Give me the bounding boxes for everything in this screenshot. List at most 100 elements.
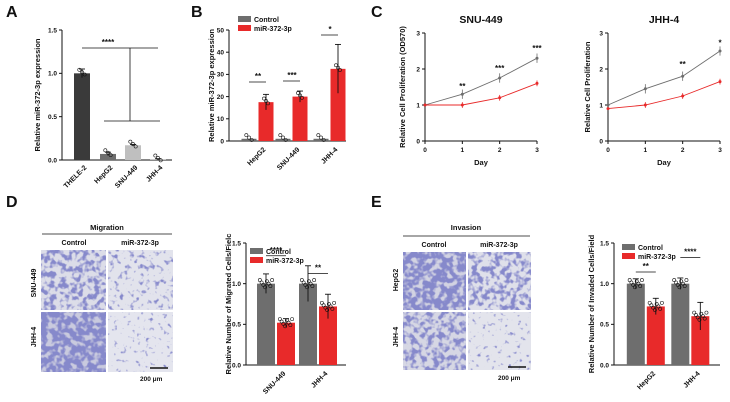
chart-c1-ytick-label: 2 [416,66,420,73]
scale-bar-invasion-label: 200 μm [498,375,521,382]
chart-e-data-point [654,302,659,306]
chart-b-bar-control [241,138,257,141]
chart-e-bar-control [671,283,690,365]
chart-d-legend-swatch-control [250,248,263,254]
chart-e-data-point [701,314,705,319]
chart-c2-ytick-label: 1 [599,102,603,109]
chart-d-data-point [281,322,286,326]
chart-b-ytick-label: 10 [217,116,225,123]
chart-d-data-point [279,319,284,324]
chart-e-sig-label: **** [684,247,697,256]
chart-b-data-point [321,138,326,142]
migration-row-snu449: SNU-449 [31,269,38,298]
chart-b-data-point [316,133,321,138]
chart-b-data-point [278,133,283,138]
chart-e-data-point [649,303,654,308]
chart-b-ytick-label: 50 [217,27,225,34]
chart-b-bar-mir [330,68,346,141]
chart-c1-xtick-label: 1 [461,147,465,154]
chart-e-data-point [681,281,685,286]
chart-e-legend-swatch-control [622,244,635,250]
chart-e-data-point [695,315,700,320]
chart-e-category-label: JHH-4 [682,370,701,389]
chart-e-data-point [629,280,634,285]
chart-c2-ytick-label: 0 [599,138,603,145]
chart-b-data-point [281,135,285,140]
chart-d-data-point [263,285,268,290]
chart-d-data-point [330,306,335,311]
chart-d-data-point [284,318,289,323]
chart-b-legend-swatch-control [238,16,251,22]
chart-a-data-point [158,158,163,163]
chart-b-data-point [244,133,249,138]
chart-b-data-point [319,135,323,140]
chart-e-data-point [699,311,704,316]
chart-d-data-point [319,300,324,305]
chart-d-bar-mir [277,322,295,365]
chart-d-data-point [306,279,311,284]
chart-b-data-point [262,96,266,101]
chart-d-data-point [257,278,262,282]
chart-e-bar-mir [646,306,665,365]
chart-b-sig-label: *** [287,71,297,80]
chart-d-data-point [312,278,317,282]
chart-e-data-point [677,285,682,290]
chart-a-data-point [128,139,133,144]
chart-e-sig-label: ** [643,262,650,271]
chart-c2-xlabel: Day [657,158,672,167]
chart-c1-sig-label: *** [495,64,505,73]
chart-c2-sig-label: ** [680,60,687,69]
chart-e-data-point [672,278,677,282]
chart-a-sig-label: **** [102,38,115,47]
chart-a-data-point [82,72,87,77]
chart-b-sig-label: * [328,25,332,34]
chart-c1-ytick-label: 0 [416,138,420,145]
chart-c2-ylabel: Relative Cell Proliferation [583,41,592,132]
chart-b-data-point [336,65,340,70]
chart-d-data-point [305,285,310,290]
chart-b-bar-control [313,138,329,141]
chart-e-data-point [638,284,643,288]
chart-c1-xtick-label: 2 [498,147,502,154]
chart-b-ytick-label: 30 [217,72,225,79]
chart-b-category-label: SNU-449 [276,146,301,171]
migration-micrographs: Migration Control miR-372-3p SNU-449 JHH… [31,223,173,383]
chart-d-data-point [264,279,269,284]
chart-c2-xtick-label: 1 [644,147,648,154]
chart-a-data-point [133,144,138,149]
invasion-col-control: Control [422,242,447,249]
chart-d-data-point [268,284,273,288]
chart-b-data-point [334,63,338,68]
chart-e-legend-mir: miR-372-3p [638,254,676,261]
chart-a-category-label: JHH-4 [145,164,164,183]
chart-e-data-point [682,284,687,288]
chart-a-category-label: THELE-2 [63,164,89,190]
chart-a-category-label: HepG2 [94,164,115,185]
chart-a-data-point [108,153,113,158]
chart-c1-ytick-label: 3 [416,30,420,37]
chart-e-data-point [702,316,707,321]
chart-b-legend-control: Control [254,17,279,24]
chart-a-ytick-label: 1.5 [48,27,57,34]
chart-d-category-label: JHH-4 [310,370,329,389]
invasion-micrographs: Invasion Control miR-372-3p HepG2 JHH-4 … [393,223,531,382]
chart-e-ytick-label: 0.5 [600,322,609,329]
chart-e-ylabel: Relative Number of Invaded Cells/Field [587,234,596,373]
chart-d-data-point [288,323,293,328]
chart-d-data-point [270,278,275,282]
panel-label-d: D [6,194,18,211]
chart-e-data-point [674,280,678,285]
chart-d-ytick-label: 0.0 [232,362,241,369]
chart-e-data-point [631,282,636,287]
chart-d-ytick-label: 1.5 [232,240,241,247]
migration-title: Migration [90,223,124,232]
chart-c1-ytick-label: 1 [416,102,420,109]
chart-e-data-point [647,300,652,305]
chart-d-data-point [310,284,315,288]
chart-e-data-point [658,306,663,311]
chart-b-ytick-label: 20 [217,94,225,101]
chart-a-data-point [106,150,110,155]
chart-a-data-point [103,148,108,153]
